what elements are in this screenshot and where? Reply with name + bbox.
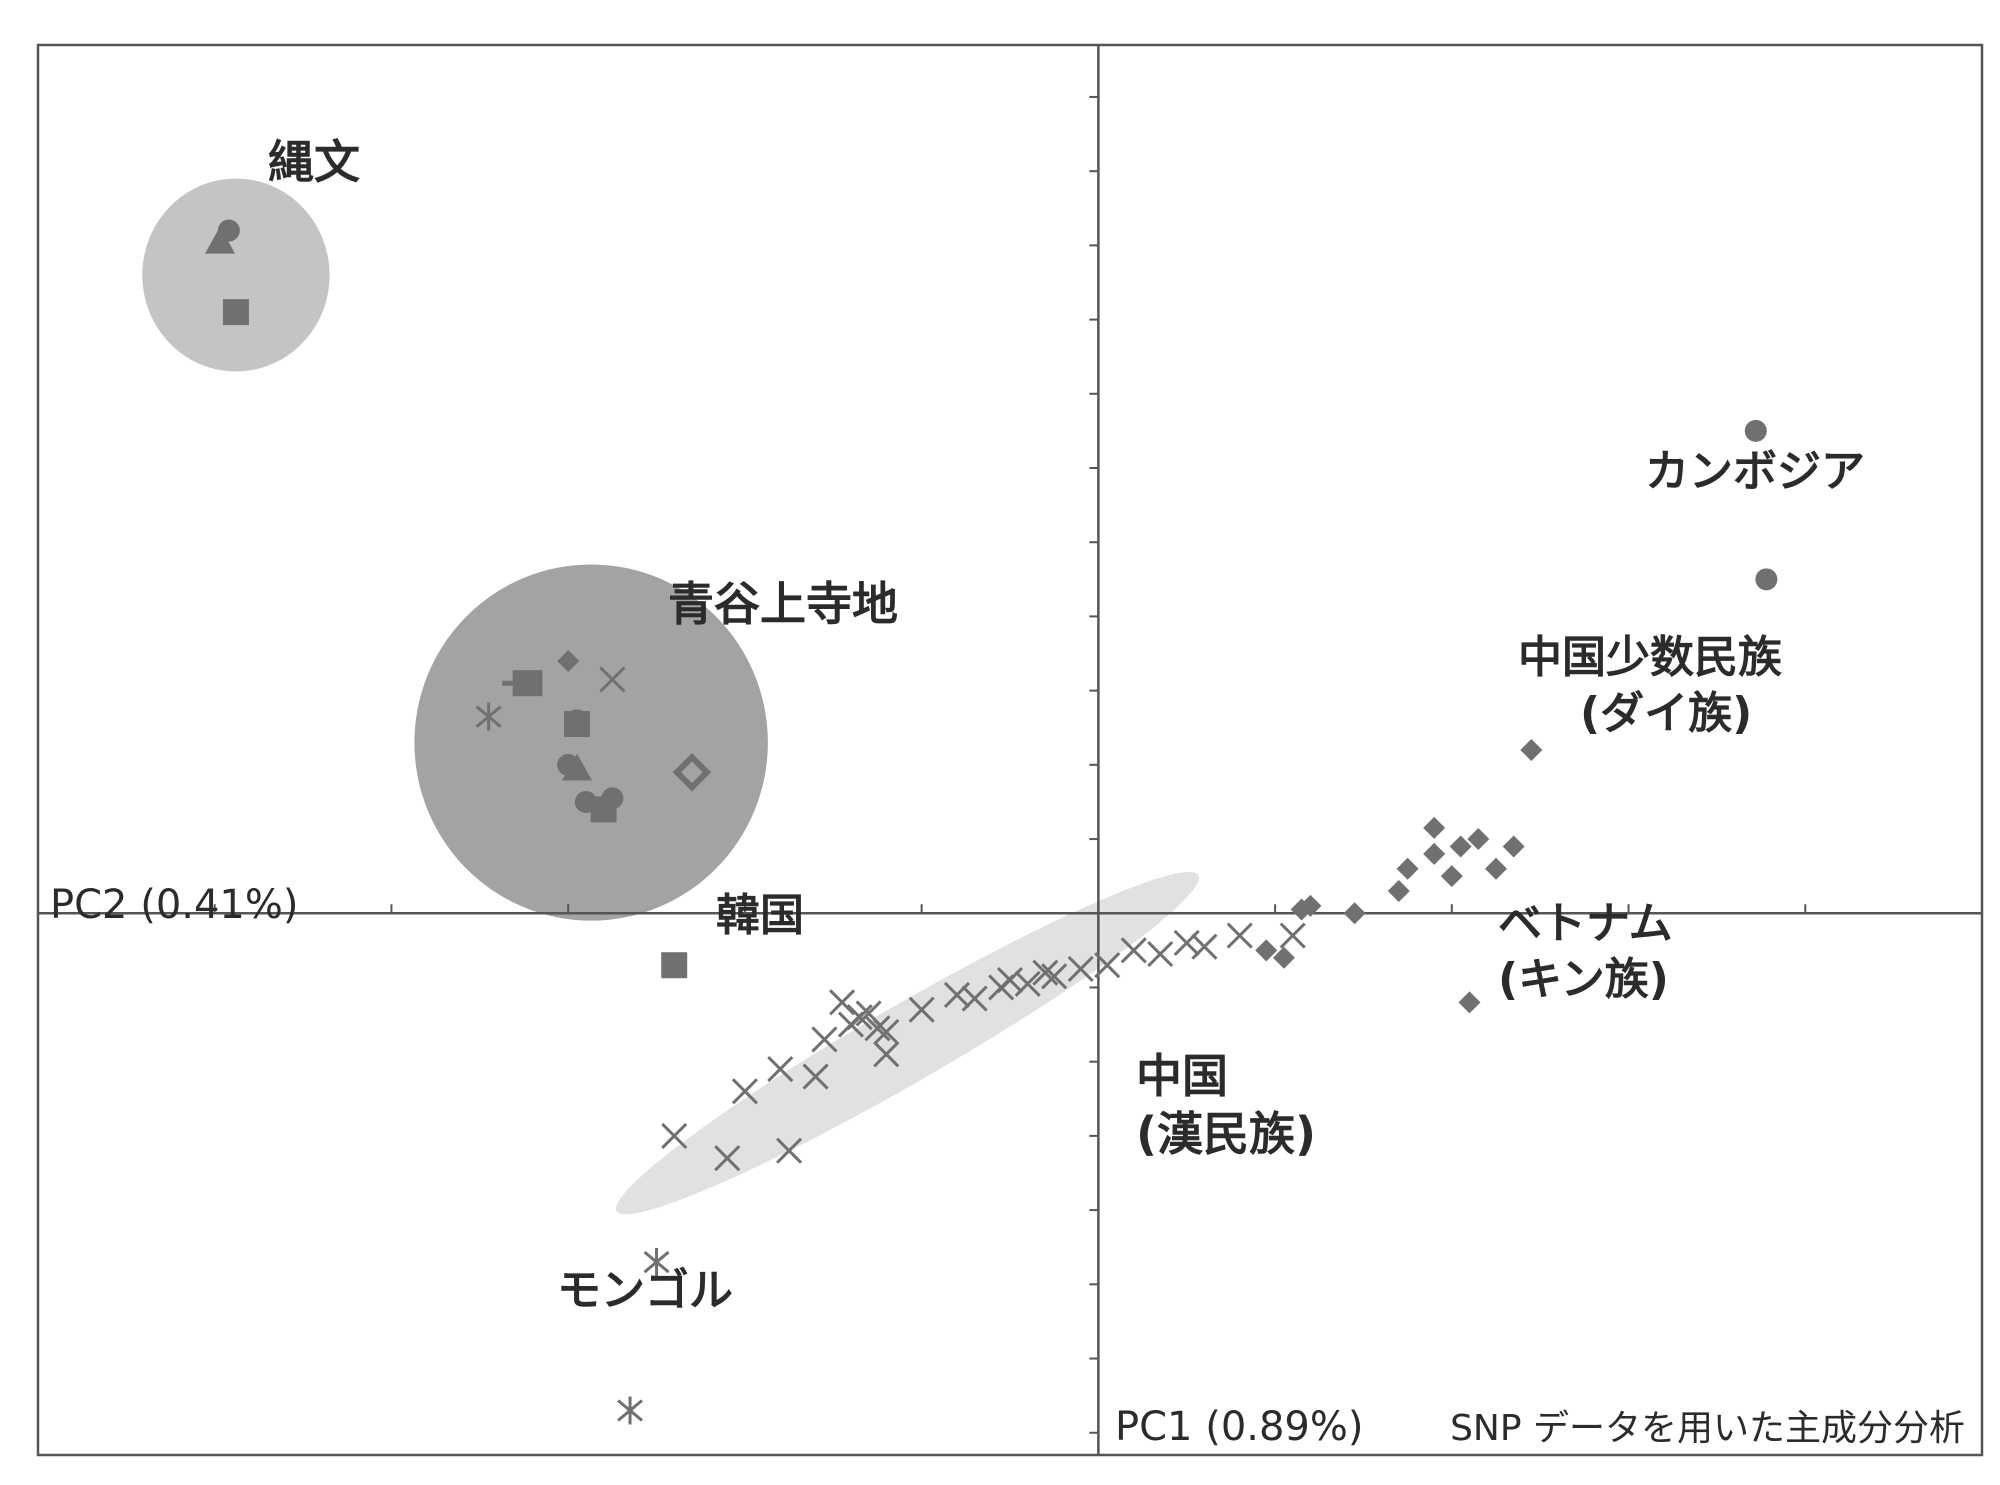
point-diamond <box>1290 898 1313 921</box>
plot-frame <box>36 43 1984 1457</box>
label-青谷上寺地: 青谷上寺地 <box>668 577 898 631</box>
point-x <box>873 1041 900 1068</box>
cluster-ellipse-jomon <box>142 178 330 372</box>
series-青谷上寺地 <box>475 649 712 823</box>
point-x <box>1014 970 1041 997</box>
point-circle <box>217 219 240 242</box>
point-x <box>1279 922 1306 949</box>
point-x <box>1226 922 1253 949</box>
point-star <box>475 702 502 731</box>
point-x <box>908 996 935 1023</box>
point-diamond <box>1467 828 1490 851</box>
point-x <box>829 989 856 1016</box>
point-star <box>617 1396 643 1425</box>
point-diamond <box>1502 835 1525 858</box>
point-x <box>1191 933 1218 960</box>
label-韓国: 韓国 <box>716 890 804 941</box>
label-line: モンゴル <box>557 1265 733 1316</box>
point-square <box>590 796 617 823</box>
point-diamond <box>1423 842 1446 865</box>
point-diamond <box>1423 816 1446 839</box>
point-x <box>811 1026 838 1053</box>
label-line: カンボジア <box>1645 446 1865 497</box>
point-diamond <box>1387 880 1410 902</box>
series-モンゴル <box>617 1248 670 1425</box>
point-circle <box>1755 568 1778 591</box>
point-diamond <box>1458 991 1481 1014</box>
point-x <box>988 974 1015 1001</box>
label-line: (キン族) <box>1498 954 1669 1005</box>
point-x <box>1067 955 1094 982</box>
point-x <box>1094 952 1121 979</box>
point-x <box>776 1137 803 1164</box>
point-circle <box>557 753 580 776</box>
cluster-ellipse-aoya <box>414 564 768 921</box>
label-line: 縄文 <box>268 135 360 189</box>
label-ベトナム (キン族): ベトナム(キン族) <box>1498 898 1673 1005</box>
axes <box>36 43 1984 1457</box>
series-中国少数民族 (ダイ族) <box>1255 739 1543 969</box>
point-x <box>837 1011 865 1038</box>
label-line: 韓国 <box>716 890 804 941</box>
point-star <box>643 1248 670 1277</box>
point-x <box>767 1056 794 1083</box>
point-x <box>855 1000 882 1027</box>
point-x <box>1032 959 1059 986</box>
point-x <box>1147 941 1174 968</box>
label-line: 中国少数民族 <box>1518 632 1782 683</box>
point-diamond <box>557 649 580 672</box>
y-axis-label: PC2 (0.41%) <box>50 882 299 928</box>
point-circle <box>1744 419 1767 442</box>
point-diamond <box>1343 902 1366 925</box>
point-diamond <box>1440 865 1463 888</box>
series-カンボジア <box>1744 419 1778 591</box>
x-axis-label: PC1 (0.89%) <box>1115 1404 1364 1450</box>
point-x <box>599 666 626 693</box>
point-square <box>516 670 543 697</box>
point-diamond <box>1520 739 1543 761</box>
label-line: 中国 <box>1136 1049 1228 1103</box>
label-line: ベトナム <box>1498 898 1673 949</box>
point-x <box>661 1122 688 1149</box>
point-diamond <box>1255 939 1278 962</box>
series-中国-dense <box>811 933 1218 1053</box>
label-モンゴル: モンゴル <box>557 1265 733 1316</box>
series-韓国 <box>661 952 688 979</box>
series-縄文 <box>205 219 249 326</box>
chart-caption: SNP データを用いた主成分分析 <box>1450 1408 1965 1449</box>
cluster-ellipse-china_han <box>616 871 1199 1215</box>
point-x <box>864 1015 891 1042</box>
point-x <box>1041 963 1068 990</box>
series-ベトナム (キン族) <box>1458 991 1481 1014</box>
point-diamond <box>1272 946 1295 969</box>
point-x <box>961 985 988 1012</box>
label-line: (漢民族) <box>1136 1107 1316 1161</box>
point-square <box>661 952 688 979</box>
label-line: 青谷上寺地 <box>668 577 898 631</box>
point-triangle <box>205 226 236 254</box>
point-diamond <box>1485 857 1507 880</box>
label-カンボジア: カンボジア <box>1645 446 1865 497</box>
point-x <box>714 1145 741 1172</box>
point-square <box>564 711 591 738</box>
point-x <box>1120 937 1147 964</box>
point-diamond <box>1396 857 1419 880</box>
label-縄文: 縄文 <box>268 135 360 189</box>
data-points <box>205 219 1778 1425</box>
cluster-ellipses <box>142 178 1199 1215</box>
point-x <box>1173 929 1200 957</box>
point-diamond <box>1449 835 1472 858</box>
point-diamond-open <box>672 753 712 792</box>
point-square <box>222 299 249 326</box>
point-x <box>802 1063 829 1090</box>
label-line: (ダイ族) <box>1580 688 1752 739</box>
point-x <box>731 1078 758 1105</box>
label-中国少数民族 (ダイ族): 中国少数民族(ダイ族) <box>1518 632 1782 739</box>
label-中国 (漢民族): 中国(漢民族) <box>1136 1049 1316 1161</box>
